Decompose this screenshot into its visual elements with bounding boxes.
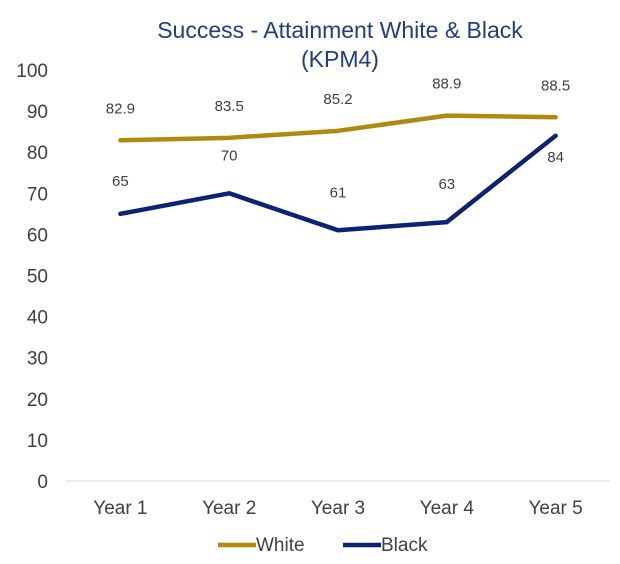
series-line-black [118, 133, 558, 233]
x-tick-label: Year 5 [528, 498, 582, 519]
data-label-white: 85.2 [323, 91, 352, 108]
chart-title: Success - Attainment White & Black [157, 17, 523, 43]
data-label-white: 83.5 [215, 98, 244, 115]
y-tick-label: 70 [27, 184, 48, 205]
x-tick-label: Year 2 [202, 498, 256, 519]
y-tick-label: 0 [37, 472, 48, 493]
legend-label-black: Black [381, 535, 428, 556]
x-tick-label: Year 3 [311, 498, 365, 519]
y-tick-label: 50 [27, 267, 48, 288]
y-tick-label: 80 [27, 143, 48, 164]
data-label-black: 84 [547, 149, 564, 166]
y-tick-label: 60 [27, 225, 48, 246]
x-tick-label: Year 1 [93, 498, 147, 519]
legend-label-white: White [256, 535, 305, 556]
y-tick-label: 90 [27, 102, 48, 123]
y-tick-label: 30 [27, 349, 48, 370]
legend: White Black [218, 535, 428, 556]
y-axis-ticks: 0 10 20 30 40 50 60 70 80 90 100 [16, 61, 48, 493]
chart-subtitle: (KPM4) [301, 46, 379, 72]
data-label-black: 70 [221, 147, 238, 164]
data-label-white: 88.9 [432, 76, 461, 93]
data-label-black: 61 [330, 184, 347, 201]
x-axis-ticks: Year 1 Year 2 Year 3 Year 4 Year 5 [93, 498, 582, 519]
y-tick-label: 10 [27, 431, 48, 452]
series-group [118, 113, 558, 233]
data-labels: 82.9 83.5 85.2 88.9 88.5 65 70 61 63 84 [106, 76, 570, 202]
data-label-black: 65 [112, 173, 129, 190]
y-tick-label: 40 [27, 308, 48, 329]
data-label-white: 88.5 [541, 77, 570, 94]
series-line-white [118, 113, 558, 143]
x-tick-label: Year 4 [420, 498, 475, 519]
y-tick-label: 20 [27, 390, 48, 411]
data-label-white: 82.9 [106, 100, 135, 117]
data-label-black: 63 [438, 176, 455, 193]
y-tick-label: 100 [16, 61, 48, 82]
